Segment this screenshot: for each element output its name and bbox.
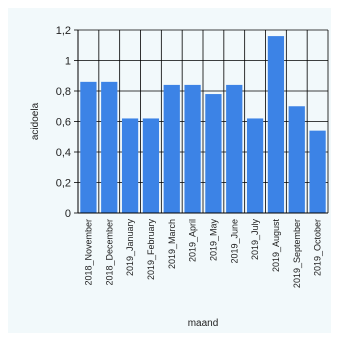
bar-2019_August xyxy=(267,36,285,213)
bar-2018_November xyxy=(80,81,97,213)
bar-2019_January xyxy=(121,118,139,213)
x-tick-label: 2019_January xyxy=(125,219,135,277)
bar-2018_December xyxy=(101,81,118,213)
y-tick-label: 0,4 xyxy=(56,147,71,159)
chart-panel: 0 0,2 0,4 0,6 0,8 1 1,2 2018_November 2018_Dece… xyxy=(8,8,331,333)
bar-2019_April xyxy=(184,84,201,214)
y-tick-label: 1,2 xyxy=(56,25,71,37)
axes xyxy=(74,29,328,214)
y-axis-title: acidoela xyxy=(30,102,41,140)
bar-2019_July xyxy=(246,118,264,213)
x-tick-labels: 2018_November 2018_December 2019_January 20… xyxy=(83,219,322,289)
x-tick-label: 2019_August xyxy=(271,219,281,273)
bar-2019_October xyxy=(309,130,326,213)
y-tick-label: 0,6 xyxy=(56,117,71,129)
y-tick-label: 1 xyxy=(65,56,71,68)
y-tick-labels: 0 0,2 0,4 0,6 0,8 1 1,2 xyxy=(56,25,71,220)
x-tick-label: 2018_November xyxy=(83,219,93,286)
bar-2019_March xyxy=(163,84,180,214)
x-tick-label: 2019_October xyxy=(313,219,323,276)
x-tick-label: 2019_March xyxy=(167,219,177,269)
y-tick-label: 0,2 xyxy=(56,178,71,190)
y-tick-label: 0 xyxy=(65,208,71,220)
bar-2019_February xyxy=(142,118,160,213)
x-tick-label: 2019_June xyxy=(229,219,239,264)
bar-2019_May xyxy=(205,94,222,213)
x-tick-label: 2019_July xyxy=(250,219,260,261)
bar-chart: 0 0,2 0,4 0,6 0,8 1 1,2 2018_November 2018_Dece… xyxy=(30,25,329,329)
x-tick-label: 2019_April xyxy=(188,219,198,262)
x-tick-label: 2019_May xyxy=(208,219,218,262)
x-tick-label: 2019_September xyxy=(292,219,302,288)
x-tick-label: 2018_December xyxy=(104,219,114,286)
x-axis-title: maand xyxy=(188,318,219,329)
x-tick-label: 2019_February xyxy=(146,219,156,281)
bar-2019_June xyxy=(226,84,243,214)
y-tick-label: 0,8 xyxy=(56,86,71,98)
bar-2019_September xyxy=(288,106,305,213)
bars xyxy=(80,36,326,214)
grid-lines xyxy=(77,29,329,214)
